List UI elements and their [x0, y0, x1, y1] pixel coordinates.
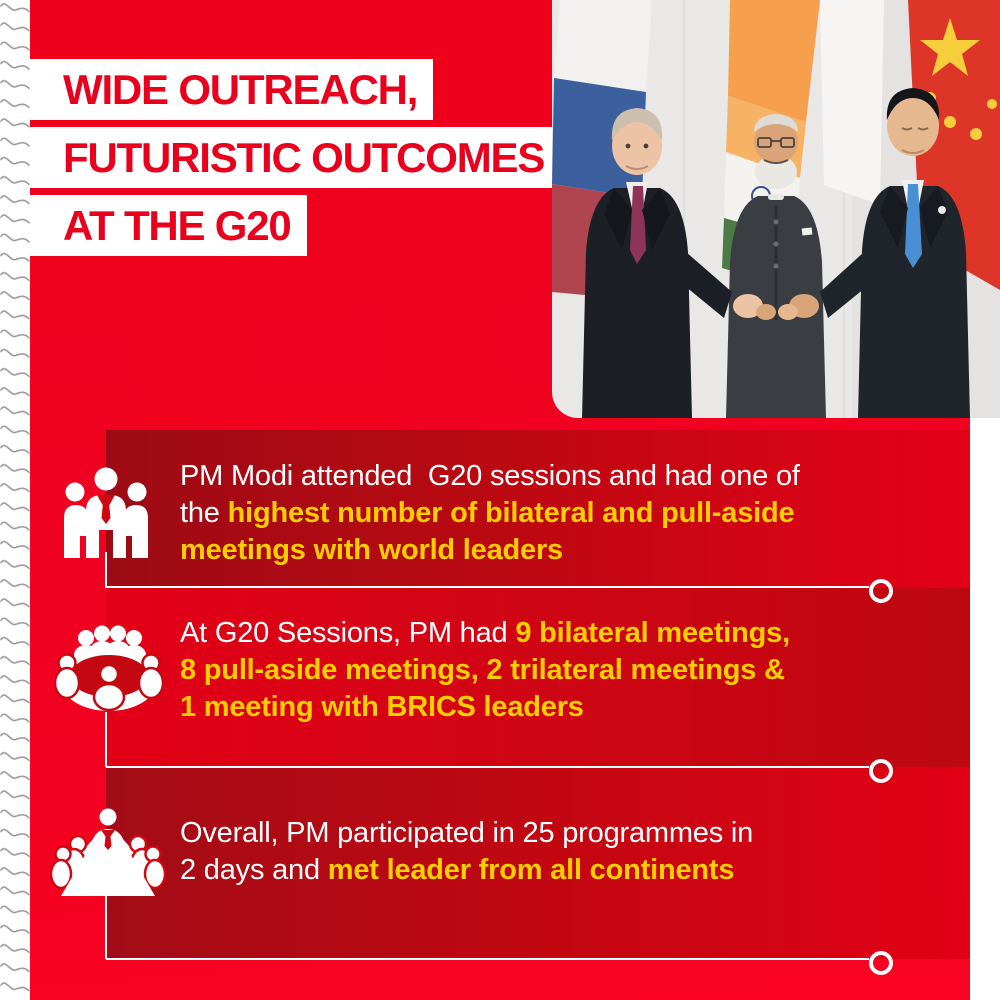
highlight-text: met leader from all continents	[327, 854, 735, 886]
text-line: At G20 Sessions, PM had 9 bilateral meet…	[180, 615, 970, 652]
delegation-icon	[61, 466, 151, 558]
separator-ring	[869, 951, 893, 975]
section-meeting-counts: At G20 Sessions, PM had 9 bilateral meet…	[106, 588, 970, 767]
highlight-text: meetings with world leaders	[180, 534, 563, 566]
title-banner-3: AT THE G20	[30, 195, 307, 256]
body-text: At G20 Sessions, PM had	[180, 617, 516, 649]
text-line: PM Modi attended G20 sessions and had on…	[180, 458, 970, 495]
body-text: the	[180, 497, 228, 529]
section-programmes: Overall, PM participated in 25 programme…	[106, 767, 970, 959]
highlight-text: 8 pull-aside meetings, 2 trilateral meet…	[180, 654, 785, 686]
text-line: 2 days and met leader from all continent…	[180, 852, 970, 889]
body-text: 2 days and	[180, 854, 328, 886]
title-line-3: AT THE G20	[63, 201, 292, 249]
highlight-text: highest number of bilateral and pull-asi…	[227, 497, 795, 529]
title-line-2: FUTURISTIC OUTCOMES	[63, 133, 545, 181]
text-line: Overall, PM participated in 25 programme…	[180, 815, 970, 852]
roundtable-icon	[55, 625, 163, 719]
body-text: Overall, PM participated in 25 programme…	[180, 817, 754, 849]
separator-ring	[869, 579, 893, 603]
boardroom-icon	[50, 806, 166, 902]
text-line: 8 pull-aside meetings, 2 trilateral meet…	[180, 652, 970, 689]
body-text: PM Modi attended G20 sessions and had on…	[180, 460, 800, 492]
connector-line	[105, 552, 107, 588]
text-line: meetings with world leaders	[180, 532, 970, 569]
separator-line	[106, 766, 869, 768]
section-bilateral-meetings: PM Modi attended G20 sessions and had on…	[106, 430, 970, 588]
separator-line	[106, 586, 869, 588]
leaders-photo-illustration	[552, 0, 1000, 418]
separator-line	[106, 958, 869, 960]
title-banner-1: WIDE OUTREACH,	[30, 59, 434, 120]
text-line: the highest number of bilateral and pull…	[180, 495, 970, 532]
separator-ring	[869, 759, 893, 783]
title-banner-2: FUTURISTIC OUTCOMES	[30, 127, 561, 188]
connector-line	[105, 712, 107, 767]
notebook-spine-edge	[0, 0, 30, 1000]
text-line: 1 meeting with BRICS leaders	[180, 689, 970, 726]
highlight-text: 9 bilateral meetings,	[515, 617, 790, 649]
connector-line	[105, 896, 107, 959]
wavy-lines-decoration	[0, 0, 30, 1000]
highlight-text: 1 meeting with BRICS leaders	[180, 691, 584, 723]
g20-leaders-photo	[552, 0, 1000, 418]
title-line-1: WIDE OUTREACH,	[63, 65, 418, 113]
